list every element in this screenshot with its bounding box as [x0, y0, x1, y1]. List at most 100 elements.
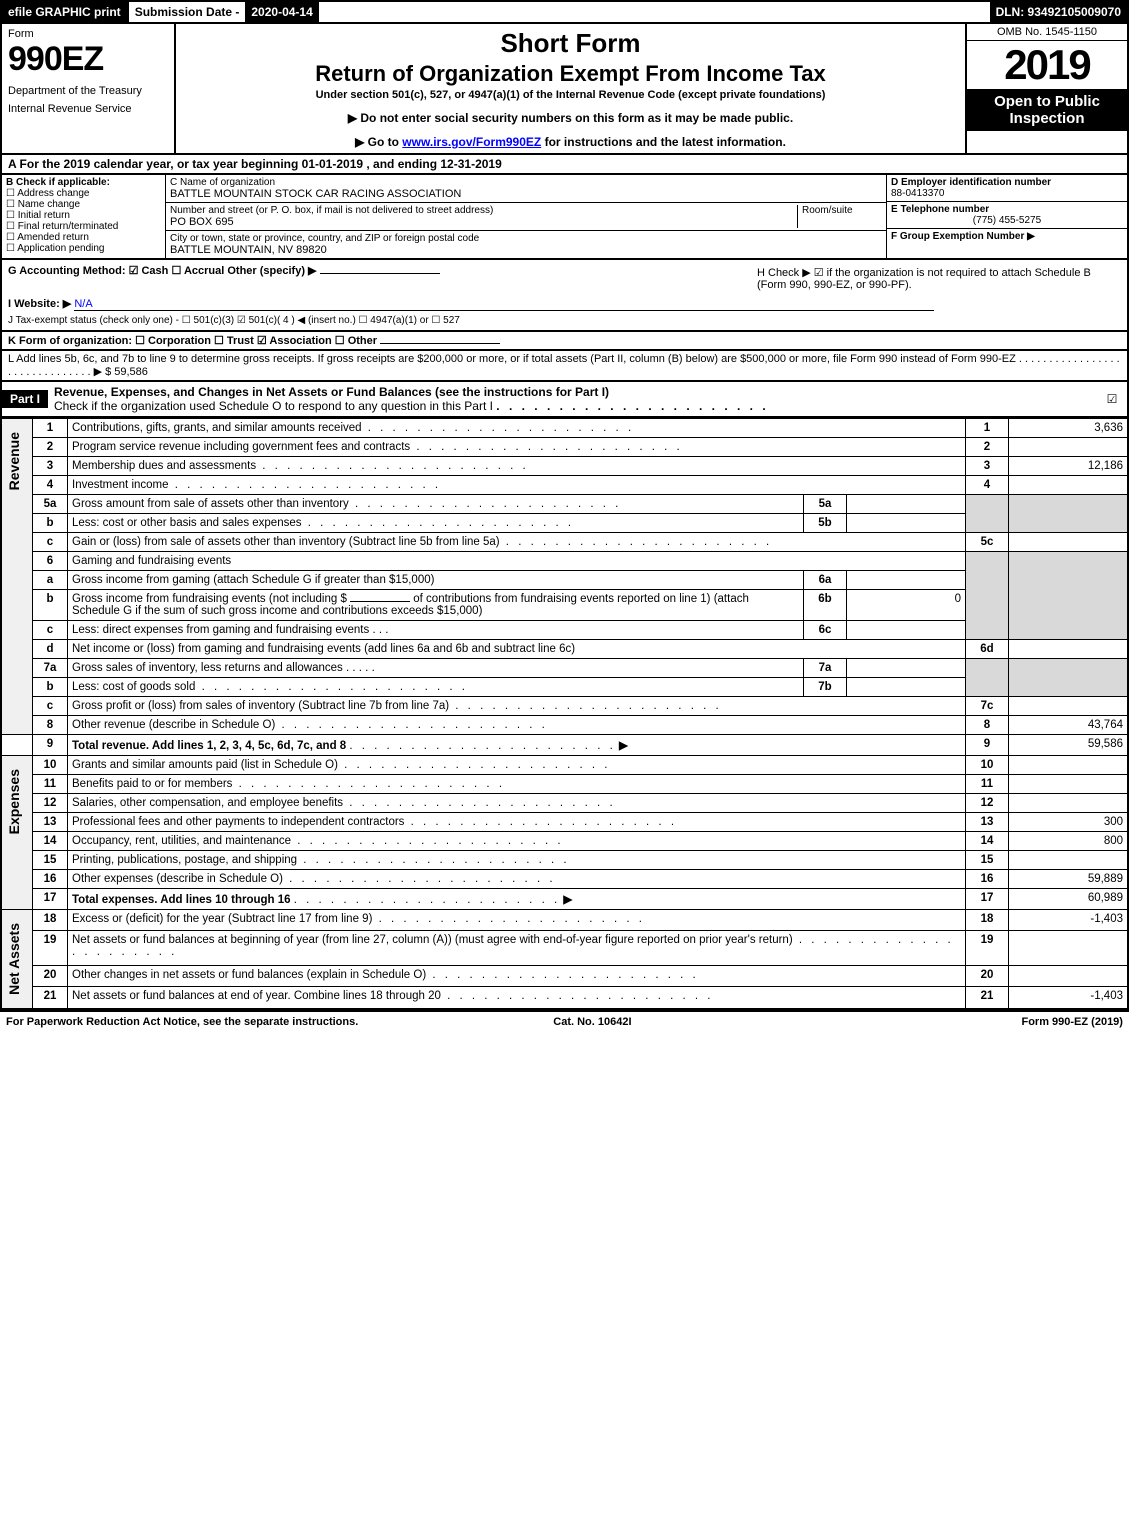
n19: 19 [33, 931, 68, 966]
d12: Salaries, other compensation, and employ… [72, 797, 616, 809]
n9: 9 [33, 735, 68, 756]
website-value: N/A [74, 298, 934, 311]
return-title: Return of Organization Exempt From Incom… [182, 61, 959, 87]
a8: 43,764 [1009, 716, 1129, 735]
part1-checkbox[interactable]: ☑ [1097, 392, 1127, 406]
n11: 11 [33, 775, 68, 794]
chk-final-return[interactable]: Final return/terminated [6, 221, 161, 232]
ein-value: 88-0413370 [891, 188, 1123, 199]
shade-7b [1009, 659, 1129, 697]
a15 [1009, 851, 1129, 870]
d6b-blank[interactable] [350, 601, 410, 602]
top-bar: efile GRAPHIC print Submission Date - 20… [0, 0, 1129, 22]
chk-address-change[interactable]: Address change [6, 188, 161, 199]
chk-application-pending[interactable]: Application pending [6, 243, 161, 254]
n12: 12 [33, 794, 68, 813]
a3: 12,186 [1009, 457, 1129, 476]
side-revenue-label: Revenue [6, 422, 22, 500]
row-10: Expenses 10 Grants and similar amounts p… [1, 756, 1128, 775]
row-6c: c Less: direct expenses from gaming and … [1, 621, 1128, 640]
meta-block: H Check ▶ ☑ if the organization is not r… [0, 260, 1129, 332]
d6c: Less: direct expenses from gaming and fu… [72, 624, 369, 636]
accounting-other-input[interactable] [320, 273, 440, 274]
n18: 18 [33, 910, 68, 931]
b16: 16 [966, 870, 1009, 889]
box-b: B Check if applicable: Address change Na… [2, 175, 166, 258]
row-2: 2 Program service revenue including gove… [1, 438, 1128, 457]
a17: 60,989 [1009, 889, 1129, 910]
dots17 [294, 894, 560, 906]
row-6a: a Gross income from gaming (attach Sched… [1, 571, 1128, 590]
d3: Membership dues and assessments [72, 460, 529, 472]
b8: 8 [966, 716, 1009, 735]
chk-initial-return[interactable]: Initial return [6, 210, 161, 221]
line-k: K Form of organization: ☐ Corporation ☐ … [0, 332, 1129, 351]
row-6b: b Gross income from fundraising events (… [1, 590, 1128, 621]
row-1: Revenue 1 Contributions, gifts, grants, … [1, 419, 1128, 438]
row-a: A For the 2019 calendar year, or tax yea… [0, 155, 1129, 175]
n6d: d [33, 640, 68, 659]
ia5b [847, 514, 966, 533]
line-g-text: G Accounting Method: ☑ Cash ☐ Accrual Ot… [8, 265, 317, 277]
a7c [1009, 697, 1129, 716]
arrow-2: ▶ Go to www.irs.gov/Form990EZ for instru… [182, 135, 959, 149]
chk-name-change[interactable]: Name change [6, 199, 161, 210]
dln: DLN: 93492105009070 [990, 2, 1127, 22]
part1-title: Revenue, Expenses, and Changes in Net As… [48, 382, 1097, 416]
shade-6b [1009, 552, 1129, 640]
box-d: D Employer identification number 88-0413… [887, 175, 1127, 258]
efile-label[interactable]: efile GRAPHIC print [2, 2, 129, 22]
n10: 10 [33, 756, 68, 775]
a13: 300 [1009, 813, 1129, 832]
org-other-input[interactable] [380, 343, 500, 344]
city-value: BATTLE MOUNTAIN, NV 89820 [170, 244, 882, 256]
box-b-title: B Check if applicable: [6, 177, 161, 188]
b3: 3 [966, 457, 1009, 476]
a14: 800 [1009, 832, 1129, 851]
n13: 13 [33, 813, 68, 832]
part1-label: Part I [2, 390, 48, 408]
ia6c [847, 621, 966, 640]
d7b: Less: cost of goods sold [72, 681, 468, 693]
d20: Other changes in net assets or fund bala… [72, 969, 699, 981]
b2: 2 [966, 438, 1009, 457]
org-name-row: C Name of organization BATTLE MOUNTAIN S… [166, 175, 886, 203]
d5b: Less: cost or other basis and sales expe… [72, 517, 574, 529]
b12: 12 [966, 794, 1009, 813]
org-name-label: C Name of organization [170, 177, 882, 188]
room-suite-label: Room/suite [797, 205, 882, 228]
dots [496, 399, 768, 413]
chk-amended-return[interactable]: Amended return [6, 232, 161, 243]
b6d: 6d [966, 640, 1009, 659]
n7b: b [33, 678, 68, 697]
irs-link[interactable]: www.irs.gov/Form990EZ [402, 135, 541, 149]
row-15: 15Printing, publications, postage, and s… [1, 851, 1128, 870]
row-4: 4 Investment income 4 [1, 476, 1128, 495]
a20 [1009, 966, 1129, 987]
row-9: 9 Total revenue. Add lines 1, 2, 3, 4, 5… [1, 735, 1128, 756]
row-21: 21Net assets or fund balances at end of … [1, 987, 1128, 1009]
d19: Net assets or fund balances at beginning… [72, 934, 954, 958]
submission-date: 2020-04-14 [245, 2, 318, 22]
b1: 1 [966, 419, 1009, 438]
d6d: Net income or (loss) from gaming and fun… [68, 640, 966, 659]
arrow9 [619, 740, 628, 752]
form-number: 990EZ [8, 40, 168, 79]
shade-7 [966, 659, 1009, 697]
n4: 4 [33, 476, 68, 495]
b4: 4 [966, 476, 1009, 495]
side-expenses: Expenses [1, 756, 33, 910]
arrow2-pre: ▶ Go to [355, 135, 402, 149]
d15: Printing, publications, postage, and shi… [72, 854, 570, 866]
arrow-1: ▶ Do not enter social security numbers o… [182, 111, 959, 125]
n14: 14 [33, 832, 68, 851]
row-12: 12 Salaries, other compensation, and empl… [1, 794, 1128, 813]
d4: Investment income [72, 479, 441, 491]
n20: 20 [33, 966, 68, 987]
address-row: Number and street (or P. O. box, if mail… [166, 203, 886, 231]
phone-label: E Telephone number [891, 204, 1123, 215]
ia6a [847, 571, 966, 590]
row-5b: b Less: cost or other basis and sales ex… [1, 514, 1128, 533]
d18: Excess or (deficit) for the year (Subtra… [72, 913, 645, 925]
b21: 21 [966, 987, 1009, 1009]
